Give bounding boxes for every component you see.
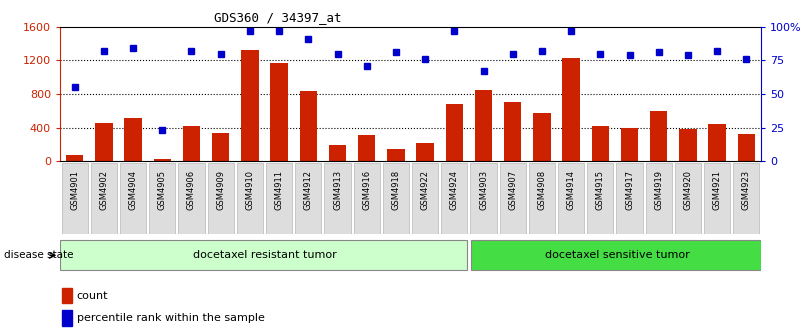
- FancyBboxPatch shape: [295, 163, 321, 234]
- Text: GSM4921: GSM4921: [713, 170, 722, 210]
- Text: GSM4904: GSM4904: [129, 170, 138, 210]
- FancyBboxPatch shape: [266, 163, 292, 234]
- Text: GSM4924: GSM4924: [450, 170, 459, 210]
- FancyBboxPatch shape: [674, 163, 701, 234]
- FancyBboxPatch shape: [704, 163, 731, 234]
- Bar: [738, 134, 755, 161]
- Text: GSM4912: GSM4912: [304, 170, 313, 210]
- Text: GSM4910: GSM4910: [245, 170, 255, 210]
- FancyBboxPatch shape: [179, 163, 204, 234]
- Bar: [475, 90, 493, 161]
- Bar: [328, 145, 346, 161]
- FancyBboxPatch shape: [120, 163, 147, 234]
- FancyBboxPatch shape: [500, 163, 526, 234]
- Text: GSM4902: GSM4902: [99, 170, 108, 210]
- Bar: [66, 155, 83, 161]
- Text: GSM4919: GSM4919: [654, 170, 663, 210]
- Text: GSM4920: GSM4920: [683, 170, 692, 210]
- Text: docetaxel sensitive tumor: docetaxel sensitive tumor: [545, 250, 690, 260]
- Text: GSM4908: GSM4908: [537, 170, 546, 210]
- Bar: [533, 113, 550, 161]
- Text: percentile rank within the sample: percentile rank within the sample: [77, 313, 264, 323]
- Text: GSM4916: GSM4916: [362, 170, 371, 210]
- Bar: [358, 135, 376, 161]
- Bar: [562, 58, 580, 161]
- Bar: [241, 50, 259, 161]
- Bar: [387, 149, 405, 161]
- FancyBboxPatch shape: [470, 163, 497, 234]
- Text: count: count: [77, 291, 108, 301]
- FancyBboxPatch shape: [471, 240, 761, 270]
- FancyBboxPatch shape: [353, 163, 380, 234]
- FancyBboxPatch shape: [587, 163, 614, 234]
- Bar: [650, 111, 667, 161]
- FancyBboxPatch shape: [91, 163, 117, 234]
- FancyBboxPatch shape: [60, 240, 467, 270]
- Bar: [621, 128, 638, 161]
- FancyBboxPatch shape: [62, 163, 88, 234]
- Bar: [504, 102, 521, 161]
- Text: GSM4922: GSM4922: [421, 170, 429, 210]
- FancyBboxPatch shape: [617, 163, 642, 234]
- Bar: [679, 129, 697, 161]
- Text: disease state: disease state: [4, 250, 74, 260]
- FancyBboxPatch shape: [324, 163, 351, 234]
- FancyBboxPatch shape: [149, 163, 175, 234]
- Bar: [300, 91, 317, 161]
- Text: GSM4914: GSM4914: [566, 170, 576, 210]
- Bar: [708, 124, 726, 161]
- Text: GSM4923: GSM4923: [742, 170, 751, 210]
- Bar: [592, 126, 609, 161]
- Text: GSM4906: GSM4906: [187, 170, 196, 210]
- Text: GSM4918: GSM4918: [392, 170, 400, 210]
- FancyBboxPatch shape: [237, 163, 263, 234]
- Text: GSM4911: GSM4911: [275, 170, 284, 210]
- Bar: [183, 126, 200, 161]
- Bar: [154, 159, 171, 161]
- Text: GSM4915: GSM4915: [596, 170, 605, 210]
- Bar: [417, 143, 434, 161]
- Bar: [62, 288, 72, 303]
- Text: GSM4901: GSM4901: [70, 170, 79, 210]
- FancyBboxPatch shape: [412, 163, 438, 234]
- Bar: [212, 133, 229, 161]
- Text: GSM4905: GSM4905: [158, 170, 167, 210]
- Text: GSM4909: GSM4909: [216, 170, 225, 210]
- FancyBboxPatch shape: [529, 163, 555, 234]
- FancyBboxPatch shape: [646, 163, 672, 234]
- Bar: [445, 104, 463, 161]
- Bar: [95, 123, 113, 161]
- Bar: [270, 63, 288, 161]
- FancyBboxPatch shape: [383, 163, 409, 234]
- Bar: [124, 118, 142, 161]
- Text: docetaxel resistant tumor: docetaxel resistant tumor: [192, 250, 336, 260]
- Text: GSM4917: GSM4917: [625, 170, 634, 210]
- FancyBboxPatch shape: [733, 163, 759, 234]
- Text: GSM4907: GSM4907: [508, 170, 517, 210]
- Bar: [62, 310, 72, 326]
- Text: GDS360 / 34397_at: GDS360 / 34397_at: [214, 11, 342, 24]
- FancyBboxPatch shape: [558, 163, 584, 234]
- Text: GSM4903: GSM4903: [479, 170, 488, 210]
- FancyBboxPatch shape: [441, 163, 468, 234]
- FancyBboxPatch shape: [207, 163, 234, 234]
- Text: GSM4913: GSM4913: [333, 170, 342, 210]
